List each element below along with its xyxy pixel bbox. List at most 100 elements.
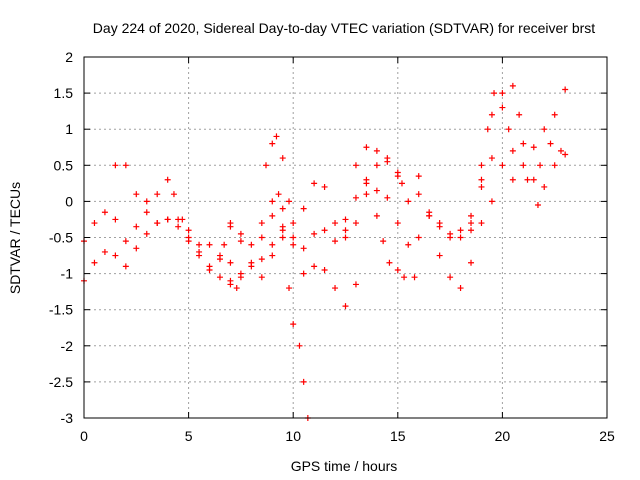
data-point <box>321 227 328 234</box>
data-point <box>457 285 464 292</box>
x-tick-label: 10 <box>285 428 301 444</box>
data-point <box>342 216 349 223</box>
data-point <box>269 252 276 259</box>
data-point <box>394 266 401 273</box>
data-point <box>468 227 475 234</box>
series-sat-I <box>342 144 405 234</box>
data-point <box>286 285 293 292</box>
data-point <box>411 274 418 281</box>
data-point <box>534 202 541 209</box>
series-sat-J <box>363 176 408 281</box>
series-sat-C <box>81 216 244 284</box>
data-point <box>101 209 108 216</box>
data-point <box>122 263 129 270</box>
data-point <box>216 252 223 259</box>
data-point <box>227 259 234 266</box>
data-point <box>547 140 554 147</box>
data-point <box>154 220 161 227</box>
data-point <box>311 180 318 187</box>
data-point <box>380 238 387 245</box>
data-point <box>342 234 349 241</box>
data-point <box>373 187 380 194</box>
data-point <box>154 191 161 198</box>
data-point <box>398 180 405 187</box>
y-tick-label: 1.5 <box>54 85 74 101</box>
data-point <box>300 270 307 277</box>
data-point <box>206 241 213 248</box>
data-point <box>468 212 475 219</box>
data-point <box>478 220 485 227</box>
data-point <box>537 162 544 169</box>
data-point <box>263 162 270 169</box>
data-point <box>520 162 527 169</box>
data-point <box>426 212 433 219</box>
series-sat-P <box>509 147 569 209</box>
y-tick-label: -2.5 <box>49 374 73 390</box>
series-sat-L <box>411 155 516 281</box>
data-point <box>468 259 475 266</box>
data-point <box>415 173 422 180</box>
data-point <box>499 104 506 111</box>
data-point <box>248 259 255 266</box>
data-point <box>562 151 569 158</box>
series-sat-O <box>509 82 569 183</box>
x-tick-label: 20 <box>495 428 511 444</box>
data-point <box>91 220 98 227</box>
data-point <box>164 216 171 223</box>
data-point <box>143 198 150 205</box>
y-tick-label: -3 <box>61 410 74 426</box>
data-point <box>363 176 370 183</box>
data-point <box>300 205 307 212</box>
data-point <box>394 169 401 176</box>
data-point <box>279 155 286 162</box>
data-point <box>457 227 464 234</box>
data-point <box>394 220 401 227</box>
data-point <box>551 162 558 169</box>
data-point <box>386 259 393 266</box>
data-point <box>488 111 495 118</box>
grid <box>84 57 607 418</box>
series-sat-G <box>227 155 401 248</box>
x-axis-label: GPS time / hours <box>291 458 398 474</box>
data-point <box>505 126 512 133</box>
data-point <box>373 162 380 169</box>
data-point <box>332 220 339 227</box>
data-points <box>81 82 569 421</box>
data-point <box>373 212 380 219</box>
data-point <box>488 155 495 162</box>
data-point <box>488 198 495 205</box>
y-tick-label: 2 <box>65 49 73 65</box>
data-point <box>509 176 516 183</box>
data-point <box>447 274 454 281</box>
data-point <box>499 90 506 97</box>
data-point <box>524 176 531 183</box>
y-tick-label: 0.5 <box>54 157 74 173</box>
ticks: 0 5 10 15 20 25 -3 -2.5 -2 -1.5 -1 -0.5 0 0.5 1 1.5 2 <box>49 49 615 444</box>
data-point <box>290 321 297 328</box>
data-point <box>206 263 213 270</box>
data-point <box>258 274 265 281</box>
data-point <box>373 147 380 154</box>
y-tick-label: -1.5 <box>49 302 73 318</box>
data-point <box>405 241 412 248</box>
series-sat-F <box>263 133 359 310</box>
data-point <box>332 285 339 292</box>
data-point <box>321 183 328 190</box>
data-point <box>321 266 328 273</box>
data-point <box>221 241 228 248</box>
data-point <box>269 212 276 219</box>
data-point <box>491 90 498 97</box>
data-point <box>551 111 558 118</box>
data-point <box>478 183 485 190</box>
data-point <box>415 234 422 241</box>
data-point <box>436 252 443 259</box>
data-point <box>352 162 359 169</box>
data-point <box>273 133 280 140</box>
data-point <box>133 245 140 252</box>
data-point <box>216 274 223 281</box>
data-point <box>516 111 523 118</box>
series-sat-H <box>258 180 412 263</box>
data-point <box>269 140 276 147</box>
data-point <box>269 198 276 205</box>
